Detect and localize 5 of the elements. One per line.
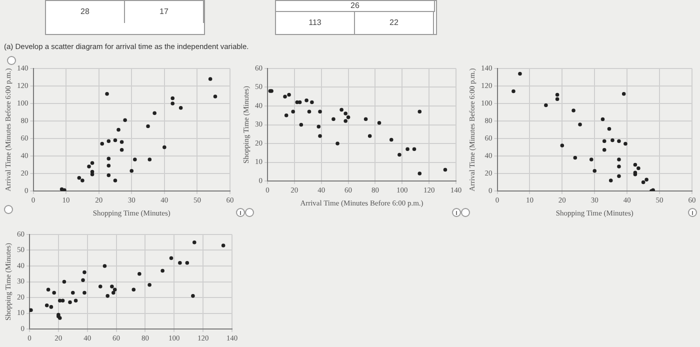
text: 113 [276,12,355,34]
text: 26 [276,1,435,12]
text: 28 [46,1,125,23]
text: 22 [355,12,434,34]
text: 17 [125,1,204,23]
